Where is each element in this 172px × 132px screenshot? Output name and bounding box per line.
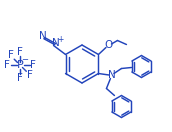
Text: N: N <box>108 70 115 81</box>
Text: −: − <box>21 55 28 65</box>
Text: O: O <box>104 41 113 51</box>
Text: F: F <box>4 60 10 70</box>
Text: P: P <box>17 60 23 70</box>
Text: +: + <box>57 36 63 44</box>
Text: F: F <box>17 73 23 83</box>
Text: N: N <box>52 39 59 48</box>
Text: F: F <box>27 70 33 80</box>
Text: N: N <box>39 31 46 41</box>
Text: F: F <box>30 60 36 70</box>
Text: F: F <box>17 47 23 57</box>
Text: F: F <box>8 50 14 60</box>
